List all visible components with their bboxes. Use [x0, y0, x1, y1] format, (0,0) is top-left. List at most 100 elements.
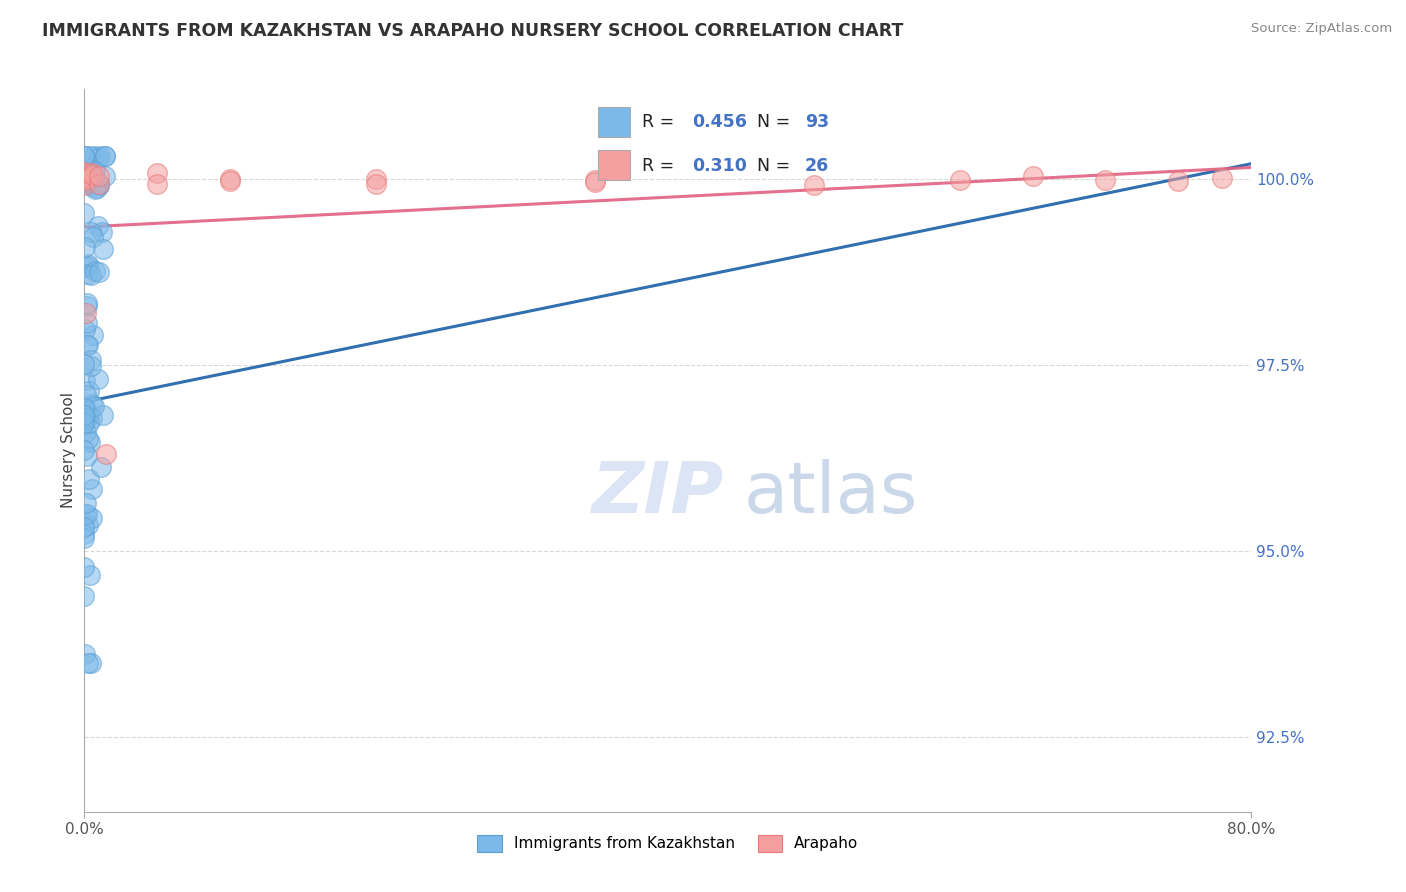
Point	[73, 168, 96, 182]
Text: Source: ZipAtlas.com: Source: ZipAtlas.com	[1251, 22, 1392, 36]
Point	[79, 175, 101, 189]
Point	[79, 268, 101, 282]
Point	[73, 560, 96, 574]
Point	[75, 306, 97, 320]
Point	[73, 149, 96, 163]
Point	[73, 164, 96, 178]
Text: R =: R =	[643, 157, 681, 175]
Point	[75, 169, 97, 183]
Point	[77, 169, 100, 184]
Point	[75, 176, 97, 190]
Point	[83, 182, 105, 196]
Point	[146, 177, 169, 191]
Point	[73, 169, 96, 184]
Point	[80, 410, 103, 425]
Point	[77, 267, 100, 281]
Point	[73, 373, 96, 387]
Point	[80, 168, 103, 182]
Point	[80, 359, 103, 373]
Point	[77, 416, 100, 430]
Point	[77, 149, 100, 163]
Point	[73, 357, 96, 371]
Point	[87, 372, 110, 386]
Text: 0.310: 0.310	[693, 157, 748, 175]
Point	[82, 178, 104, 193]
Point	[80, 397, 103, 411]
Point	[73, 322, 96, 336]
Point	[73, 417, 96, 431]
Point	[76, 259, 98, 273]
Point	[83, 399, 105, 413]
Point	[73, 590, 96, 604]
Text: 26: 26	[804, 157, 830, 175]
Point	[75, 425, 97, 439]
Text: IMMIGRANTS FROM KAZAKHSTAN VS ARAPAHO NURSERY SCHOOL CORRELATION CHART: IMMIGRANTS FROM KAZAKHSTAN VS ARAPAHO NU…	[42, 22, 904, 40]
Point	[77, 656, 100, 670]
Point	[219, 174, 242, 188]
Point	[82, 510, 104, 524]
Point	[73, 401, 96, 415]
Point	[75, 402, 97, 417]
Point	[89, 264, 111, 278]
Point	[80, 166, 103, 180]
Point	[82, 229, 104, 244]
Point	[73, 166, 96, 180]
Point	[96, 447, 118, 461]
Point	[77, 472, 100, 486]
Point	[76, 507, 98, 521]
Point	[79, 434, 101, 449]
Point	[86, 180, 108, 194]
Point	[87, 152, 110, 166]
Point	[75, 260, 97, 274]
Point	[73, 442, 96, 457]
Point	[73, 176, 96, 190]
Point	[75, 173, 97, 187]
Text: N =: N =	[758, 157, 796, 175]
Point	[77, 432, 100, 446]
Point	[73, 239, 96, 253]
Point	[75, 172, 97, 186]
Point	[89, 149, 111, 163]
Text: R =: R =	[643, 113, 681, 131]
Point	[1021, 169, 1043, 183]
Point	[73, 647, 96, 661]
Point	[91, 242, 114, 256]
Point	[73, 409, 96, 423]
Point	[76, 316, 98, 330]
Point	[83, 169, 105, 183]
Point	[79, 173, 101, 187]
Y-axis label: Nursery School: Nursery School	[60, 392, 76, 508]
Text: atlas: atlas	[744, 459, 918, 528]
Point	[87, 219, 110, 234]
Legend: Immigrants from Kazakhstan, Arapaho: Immigrants from Kazakhstan, Arapaho	[471, 829, 865, 858]
Text: 0.456: 0.456	[693, 113, 748, 131]
Point	[76, 295, 98, 310]
Bar	[598, 108, 630, 137]
Point	[75, 495, 97, 509]
Point	[1167, 173, 1189, 187]
Point	[80, 656, 103, 670]
Text: N =: N =	[758, 113, 796, 131]
Point	[73, 149, 96, 163]
Point	[583, 175, 606, 189]
Point	[90, 226, 112, 240]
Point	[77, 408, 100, 422]
Point	[91, 408, 114, 422]
Point	[79, 568, 101, 582]
Point	[76, 299, 98, 313]
Point	[1211, 171, 1233, 186]
Point	[79, 169, 101, 184]
Point	[82, 327, 104, 342]
Point	[803, 178, 825, 193]
Point	[80, 353, 103, 368]
Point	[76, 517, 98, 532]
Point	[75, 171, 97, 186]
Point	[73, 532, 96, 546]
Point	[94, 149, 117, 163]
Point	[366, 172, 388, 186]
Point	[83, 149, 105, 163]
Point	[80, 225, 103, 239]
Point	[87, 178, 110, 192]
Point	[79, 384, 101, 399]
Point	[90, 459, 112, 474]
